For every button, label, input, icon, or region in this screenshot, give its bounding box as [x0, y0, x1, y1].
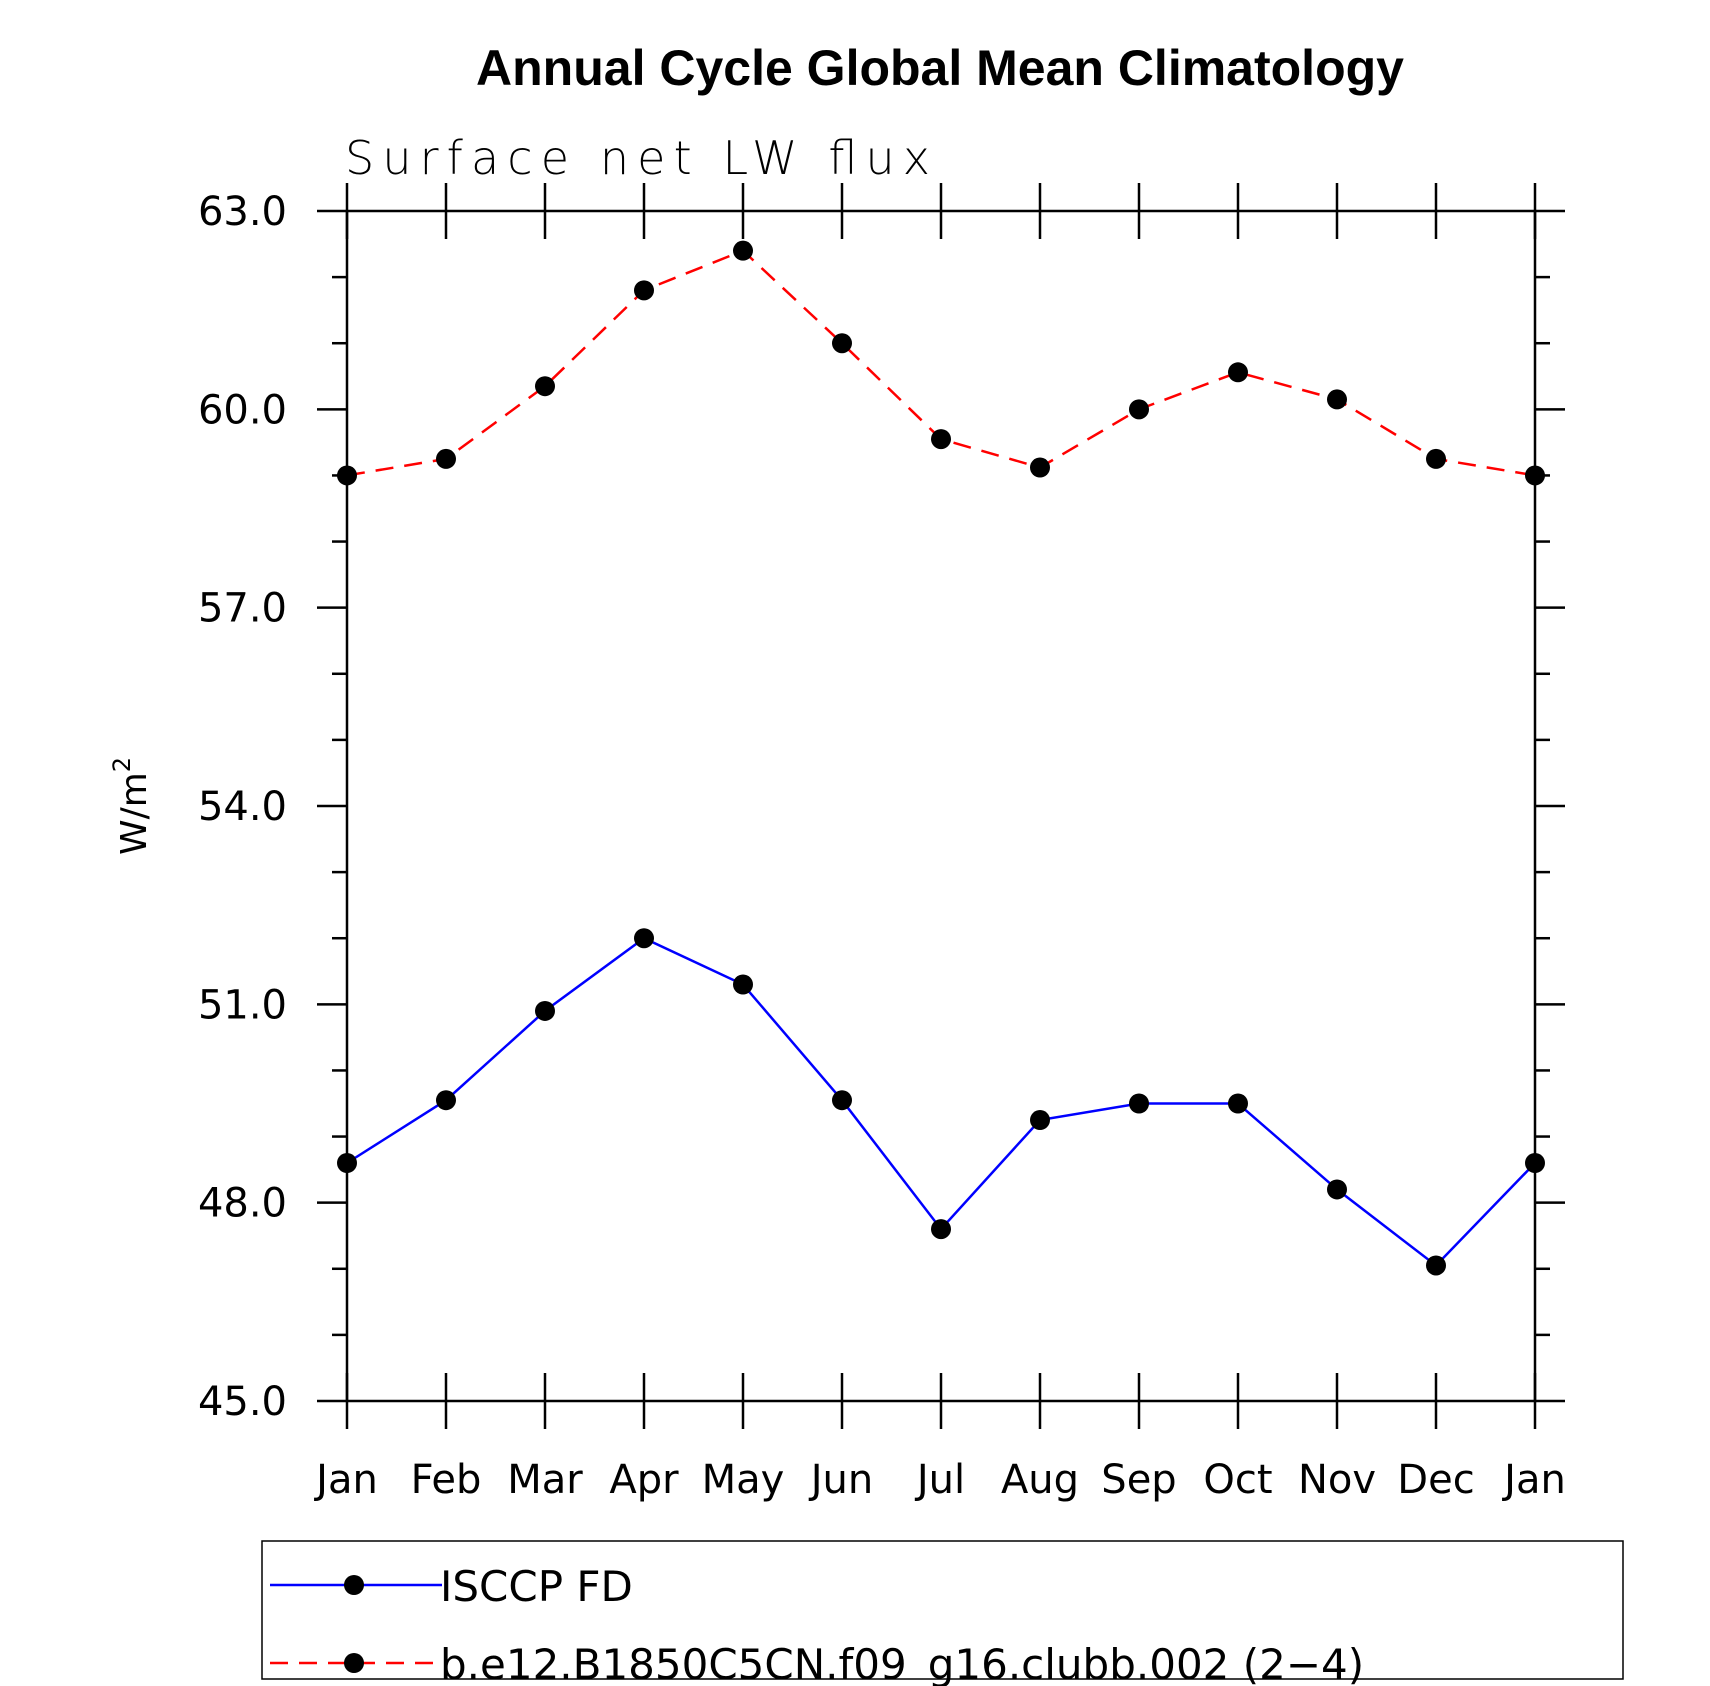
x-tick-label: Dec [1397, 1457, 1474, 1503]
series-0-point [931, 1219, 951, 1240]
x-tick-label: Jun [808, 1457, 874, 1503]
y-tick-label: 45.0 [198, 1379, 287, 1425]
series-0-point [1228, 1093, 1248, 1114]
series-1-point [931, 429, 951, 450]
x-tick-label: Sep [1101, 1457, 1176, 1503]
x-tick-label: Aug [1001, 1457, 1079, 1503]
legend-label: ISCCP FD [440, 1562, 633, 1611]
series-1-point [535, 376, 555, 397]
series-0-point [1129, 1093, 1149, 1114]
series-0-point [1030, 1110, 1050, 1131]
y-tick-label: 54.0 [198, 784, 287, 830]
legend: ISCCP FD b.e12.B1850C5CN.f09_g16.clubb.00… [261, 1540, 1624, 1686]
x-tick-label: Apr [609, 1457, 679, 1503]
x-tick-label: Jan [313, 1457, 378, 1503]
series-1-point [1426, 448, 1446, 469]
svg-text:W/m2: W/m2 [108, 757, 155, 855]
x-tick-label: Mar [507, 1457, 583, 1503]
x-tick-label: Feb [411, 1457, 482, 1503]
y-axis-label: W/m2 [108, 757, 155, 855]
series-0-point [436, 1090, 456, 1111]
y-tick-label: 60.0 [198, 387, 287, 433]
series-1-point [832, 333, 852, 354]
series-1-point [436, 448, 456, 469]
legend-box [261, 1540, 1624, 1680]
y-tick-label: 51.0 [198, 982, 287, 1028]
series-0-point [535, 1000, 555, 1021]
y-tick-label: 57.0 [198, 586, 287, 632]
x-tick-label: Nov [1298, 1457, 1376, 1503]
chart-title: Annual Cycle Global Mean Climatology [476, 40, 1404, 96]
series-1-point [1030, 457, 1050, 478]
series-layer [337, 240, 1545, 1276]
series-0-point [733, 974, 753, 995]
chart-subtitle: Surface net LW flux [345, 131, 930, 185]
series-1-point [1327, 389, 1347, 410]
y-tick-label: 63.0 [198, 189, 287, 235]
x-tick-label: Jan [1501, 1457, 1566, 1503]
axes-layer: Jan Feb Mar Apr May Jun Jul Aug Sep Oct Nov Dec Jan 4… [198, 183, 1566, 1503]
x-tick-label: Jul [914, 1457, 965, 1503]
series-0-point [1327, 1179, 1347, 1200]
series-1-point [1228, 362, 1248, 383]
y-axis-label-text: W/m [114, 772, 155, 855]
series-1-point [733, 240, 753, 261]
series-1-point [634, 280, 654, 301]
series-0-point [832, 1090, 852, 1111]
series-1-point [1129, 399, 1149, 420]
x-tick-label: May [702, 1457, 785, 1503]
y-axis-label-superscript: 2 [108, 757, 136, 772]
series-line-0 [346, 936, 1536, 1268]
series-0-point [634, 928, 654, 949]
x-tick-label: Oct [1203, 1457, 1272, 1503]
series-0-point [1426, 1255, 1446, 1276]
legend-swatch-marker [344, 1653, 364, 1673]
y-tick-label: 48.0 [198, 1181, 287, 1227]
legend-label: b.e12.B1850C5CN.f09_g16.clubb.002 (2−4) [440, 1640, 1364, 1686]
legend-swatch-marker [344, 1575, 364, 1595]
